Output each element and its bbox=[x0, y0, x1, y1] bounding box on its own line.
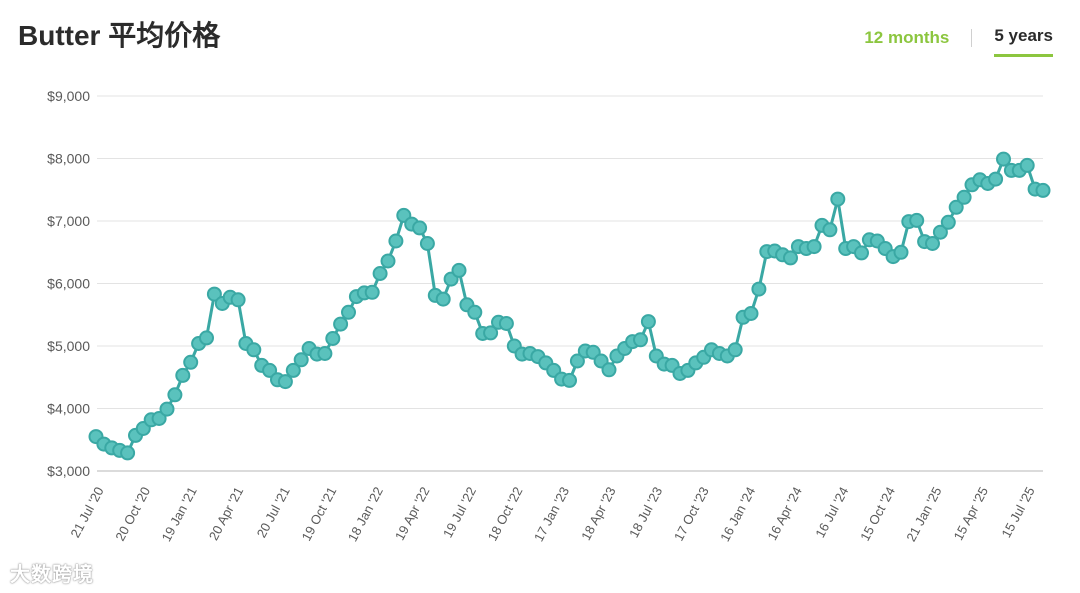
x-tick-label: 16 Apr '24 bbox=[764, 484, 805, 542]
data-point[interactable] bbox=[893, 244, 909, 260]
data-point[interactable] bbox=[483, 325, 499, 341]
data-point[interactable] bbox=[159, 401, 175, 417]
data-point[interactable] bbox=[175, 367, 191, 383]
data-point[interactable] bbox=[932, 224, 948, 240]
data-point[interactable] bbox=[167, 387, 183, 403]
x-tick-label: 17 Oct '23 bbox=[671, 484, 712, 543]
x-tick-label: 16 Jan '24 bbox=[717, 484, 758, 544]
data-point[interactable] bbox=[333, 316, 349, 332]
x-tick-label: 16 Jul '24 bbox=[812, 484, 851, 540]
data-point[interactable] bbox=[996, 151, 1011, 167]
x-tick-label: 20 Jul '21 bbox=[254, 484, 293, 540]
data-point[interactable] bbox=[451, 262, 467, 278]
y-tick-label: $8,000 bbox=[47, 151, 90, 167]
tab-12-months[interactable]: 12 months bbox=[864, 27, 950, 47]
y-tick-label: $9,000 bbox=[47, 88, 90, 104]
data-point[interactable] bbox=[277, 374, 293, 390]
x-tick-label: 21 Jan '25 bbox=[903, 484, 944, 544]
x-tick-label: 18 Jul '23 bbox=[626, 484, 665, 540]
x-tick-label: 15 Oct '24 bbox=[857, 484, 898, 543]
data-point[interactable] bbox=[806, 239, 822, 255]
x-tick-label: 19 Oct '21 bbox=[299, 484, 340, 543]
data-point[interactable] bbox=[341, 304, 356, 320]
x-tick-label: 21 Jul '20 bbox=[67, 484, 106, 540]
y-tick-label: $7,000 bbox=[47, 213, 90, 229]
data-point[interactable] bbox=[364, 284, 380, 300]
data-point[interactable] bbox=[498, 316, 514, 331]
data-point[interactable] bbox=[120, 445, 136, 461]
data-point[interactable] bbox=[562, 372, 577, 388]
page-title: Butter 平均价格 bbox=[18, 20, 221, 51]
data-point[interactable] bbox=[1019, 157, 1035, 173]
data-point[interactable] bbox=[317, 346, 333, 361]
data-point[interactable] bbox=[601, 362, 617, 378]
x-tick-label: 17 Jan '23 bbox=[531, 484, 572, 544]
y-tick-label: $4,000 bbox=[47, 401, 90, 417]
data-point[interactable] bbox=[380, 253, 396, 269]
x-tick-label: 20 Oct '20 bbox=[112, 484, 153, 543]
data-point[interactable] bbox=[751, 281, 767, 297]
data-point[interactable] bbox=[988, 171, 1004, 187]
data-point[interactable] bbox=[956, 189, 972, 205]
data-point[interactable] bbox=[293, 352, 309, 368]
x-tick-label: 19 Apr '22 bbox=[392, 484, 433, 542]
data-point[interactable] bbox=[727, 342, 743, 358]
data-point[interactable] bbox=[419, 236, 435, 251]
data-point[interactable] bbox=[633, 332, 648, 348]
data-point[interactable] bbox=[940, 214, 956, 230]
data-point[interactable] bbox=[467, 304, 483, 320]
tab-divider bbox=[971, 28, 973, 47]
x-tick-label: 15 Apr '25 bbox=[951, 484, 992, 542]
data-point[interactable] bbox=[830, 191, 846, 207]
x-axis-labels: 21 Jul '20 20 Oct '20 19 Jan '21 20 Apr '21… bbox=[67, 484, 1037, 544]
data-point[interactable] bbox=[151, 411, 167, 426]
data-point[interactable] bbox=[230, 292, 246, 308]
data-point[interactable] bbox=[822, 222, 838, 238]
data-point[interactable] bbox=[206, 286, 222, 302]
data-point[interactable] bbox=[909, 212, 925, 228]
data-point[interactable] bbox=[285, 362, 301, 378]
data-point[interactable] bbox=[412, 220, 428, 236]
data-point[interactable] bbox=[640, 314, 656, 330]
period-tabs: 12 months 5 years bbox=[864, 26, 1053, 57]
data-point[interactable] bbox=[854, 245, 869, 261]
series-markers bbox=[88, 151, 1051, 461]
data-point[interactable] bbox=[1035, 182, 1051, 198]
data-point[interactable] bbox=[925, 236, 940, 251]
x-tick-label: 15 Jul '25 bbox=[998, 484, 1037, 540]
data-point[interactable] bbox=[183, 354, 199, 370]
data-point[interactable] bbox=[372, 266, 388, 281]
x-tick-label: 18 Jan '22 bbox=[345, 484, 386, 544]
x-tick-label: 18 Oct '22 bbox=[485, 484, 526, 543]
grid-lines bbox=[97, 95, 1043, 472]
data-point[interactable] bbox=[569, 353, 585, 369]
x-tick-label: 19 Jan '21 bbox=[159, 484, 200, 544]
y-axis-labels: $3,000 $4,000 $5,000 $6,000 $7,000 $8,000 $9,0… bbox=[47, 88, 90, 479]
data-point[interactable] bbox=[388, 233, 404, 249]
data-point[interactable] bbox=[948, 199, 964, 215]
y-tick-label: $3,000 bbox=[47, 463, 90, 479]
data-point[interactable] bbox=[246, 342, 262, 358]
data-point[interactable] bbox=[435, 291, 451, 307]
x-tick-label: 20 Apr '21 bbox=[206, 484, 247, 542]
x-tick-label: 19 Jul '22 bbox=[440, 484, 479, 540]
y-tick-label: $6,000 bbox=[47, 276, 90, 292]
x-tick-label: 18 Apr '23 bbox=[578, 484, 619, 542]
watermark-logo: 大数跨境 bbox=[10, 564, 94, 586]
y-tick-label: $5,000 bbox=[47, 338, 90, 354]
data-point[interactable] bbox=[262, 362, 278, 378]
data-point[interactable] bbox=[199, 330, 214, 346]
tab-5-years[interactable]: 5 years bbox=[994, 26, 1053, 57]
data-point[interactable] bbox=[783, 250, 798, 266]
data-point[interactable] bbox=[325, 331, 341, 346]
data-point[interactable] bbox=[743, 306, 759, 321]
